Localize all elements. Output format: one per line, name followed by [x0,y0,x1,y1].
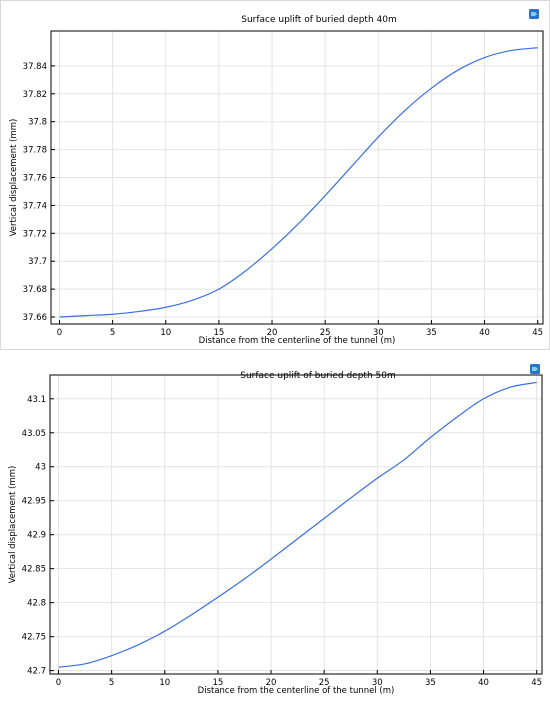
x-tick-label: 0 [57,328,62,338]
x-tick-label: 35 [425,678,436,688]
x-tick-label: 25 [319,678,330,688]
chart-depth-40m: 0 5 10 15 20 25 30 35 40 45 37.66 37.68 37.7 37.72 37.… [9,9,544,346]
x-tick-label: 40 [478,678,489,688]
y-axis-label: Vertical displacement (mm) [9,119,19,237]
x-tick-label: 25 [320,328,331,338]
y-tick-label: 37.68 [23,285,47,295]
x-tick-label: 45 [532,328,543,338]
chart-depth-50m: 0 5 10 15 20 25 30 35 40 45 42.7 42.75 42.8 42.85 42.9… [8,364,543,696]
chart-panel-bottom: 0 5 10 15 20 25 30 35 40 45 42.7 42.75 42.8 42.85 42.9… [0,356,550,703]
x-tick-label: 10 [159,678,170,688]
chart-panel-top: 0 5 10 15 20 25 30 35 40 45 37.66 37.68 37.7 37.72 37.… [0,0,550,350]
plot-logo-icon [529,9,539,19]
y-tick-label: 42.8 [27,599,46,609]
y-tick-label: 37.66 [23,313,47,323]
y-tick-label: 37.7 [28,257,47,267]
x-tick-label: 15 [213,328,224,338]
y-tick-label: 37.72 [23,229,47,239]
y-tick-label: 43 [35,463,46,473]
y-tick-label: 37.76 [23,174,47,184]
y-tick-label: 42.95 [22,497,46,507]
x-tick-label: 30 [373,328,384,338]
y-tick-label: 42.85 [22,565,46,575]
x-tick-label: 30 [372,678,383,688]
y-tick-label: 37.84 [23,62,47,72]
series-line [58,381,537,668]
y-tick-label: 37.74 [23,201,47,211]
y-tick-label: 37.78 [23,146,47,156]
x-tick-label: 45 [531,678,542,688]
x-tick-label: 15 [212,678,223,688]
y-tick-label: 37.82 [23,90,47,100]
y-tick-label: 43.05 [22,429,46,439]
logo-mark [531,12,537,16]
y-tick-label: 42.9 [27,531,46,541]
series-line [59,47,538,318]
chart-title: Surface uplift of buried depth 50m [240,371,396,381]
x-tick-label: 20 [266,678,277,688]
y-tick-label: 43.1 [27,395,46,405]
y-tick-label: 42.75 [22,633,46,643]
y-tick-label: 37.8 [28,118,47,128]
x-tick-label: 5 [110,328,115,338]
x-axis-label: Distance from the centerline of the tunn… [199,336,396,346]
y-tick-label: 42.7 [27,667,46,677]
chart-title: Surface uplift of buried depth 40m [241,15,397,25]
x-axis-label: Distance from the centerline of the tunn… [198,686,395,696]
x-tick-label: 10 [160,328,171,338]
logo-mark [532,367,538,371]
y-axis-label: Vertical displacement (mm) [8,466,18,584]
x-tick-label: 40 [479,328,490,338]
x-tick-label: 0 [56,678,61,688]
x-tick-label: 35 [426,328,437,338]
plot-logo-icon [530,364,540,374]
plot-frame [49,374,543,675]
x-tick-label: 5 [109,678,114,688]
x-tick-label: 20 [267,328,278,338]
